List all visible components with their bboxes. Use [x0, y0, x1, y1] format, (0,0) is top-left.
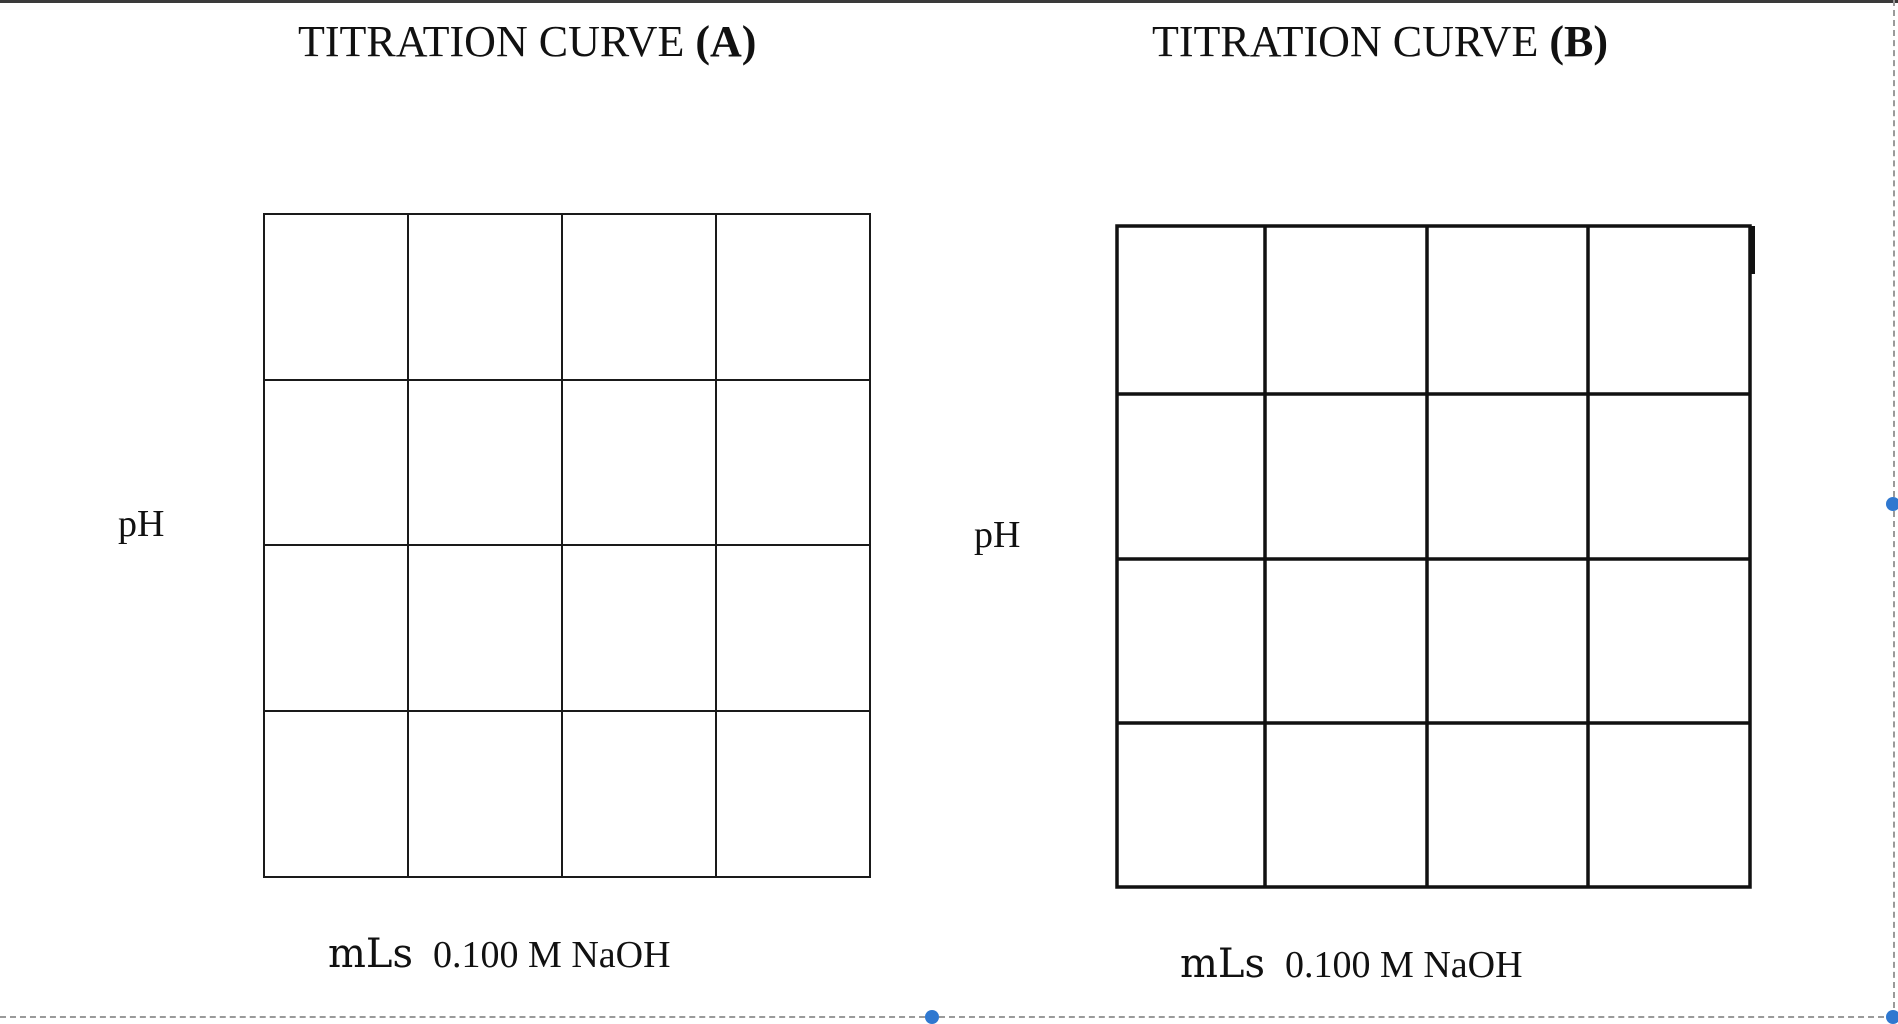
graph-grid-a: [263, 213, 871, 878]
x-axis-units-b: mLs: [1180, 941, 1266, 987]
title-curve-a-tag: (A): [695, 17, 757, 66]
y-axis-label-b: pH: [974, 514, 1021, 556]
title-curve-b: TITRATION CURVE (B): [1152, 20, 1608, 64]
y-axis-label-a: pH: [118, 503, 165, 545]
resize-handle-bottom-right[interactable]: [1886, 1010, 1898, 1024]
x-axis-units-a: mLs: [328, 931, 414, 977]
title-curve-b-prefix: TITRATION CURVE: [1152, 17, 1539, 66]
title-curve-a: TITRATION CURVE (A): [298, 20, 756, 64]
resize-handle-right[interactable]: [1886, 497, 1898, 511]
x-axis-reagent-a: 0.100 M NaOH: [433, 934, 671, 976]
selection-frame-bottom-edge: [0, 1016, 1894, 1018]
grid-b-frame: [1115, 224, 1752, 889]
title-curve-b-tag: (B): [1549, 17, 1608, 66]
x-axis-label-b: mLs 0.100 M NaOH: [1180, 944, 1523, 984]
top-border-line: [0, 0, 1898, 3]
graph-grid-b: [1115, 224, 1755, 889]
title-curve-a-prefix: TITRATION CURVE: [298, 17, 685, 66]
resize-handle-bottom[interactable]: [925, 1010, 939, 1024]
x-axis-reagent-b: 0.100 M NaOH: [1285, 944, 1523, 986]
x-axis-label-a: mLs 0.100 M NaOH: [328, 934, 671, 974]
